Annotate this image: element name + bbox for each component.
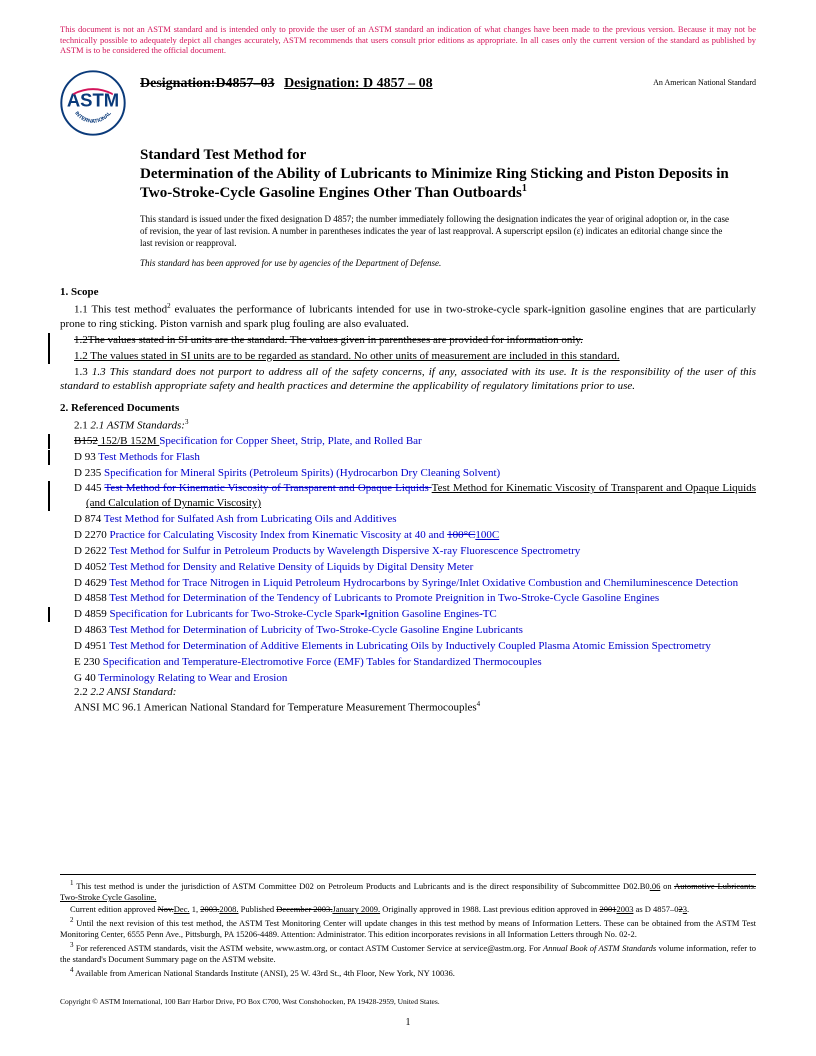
ref-item: G 40 Terminology Relating to Wear and Er… bbox=[60, 671, 756, 686]
copyright-line: Copyright © ASTM International, 100 Barr… bbox=[60, 997, 440, 1006]
fn1c: Current edition approved bbox=[70, 904, 158, 914]
title-footnote-ref: 1 bbox=[522, 183, 527, 194]
fn1c-old1: Nov. bbox=[158, 904, 174, 914]
ref-item: E 230 Specification and Temperature-Elec… bbox=[60, 655, 756, 670]
footnote-3: 3 For referenced ASTM standards, visit t… bbox=[60, 941, 756, 965]
title: Standard Test Method for Determination o… bbox=[140, 146, 756, 203]
ref-item: D 4863 Test Method for Determination of … bbox=[60, 623, 756, 638]
astm-logo: ASTM INTERNATIONAL bbox=[60, 70, 126, 136]
fn1-old: Automotive Lubricants. bbox=[674, 881, 756, 891]
fn3a: For referenced ASTM standards, visit the… bbox=[74, 943, 544, 953]
ref-item: D 93 Test Methods for Flash bbox=[60, 450, 756, 465]
para-1-2-new-text: 1.2 The values stated in SI units are to… bbox=[74, 350, 620, 362]
fn1c-pub: Published bbox=[238, 904, 276, 914]
para-1-1-a: 1.1 This test method bbox=[74, 303, 167, 315]
ref-item: D 4951 Test Method for Determination of … bbox=[60, 639, 756, 654]
sub-2-1: 2.1 2.1 ASTM Standards:3 bbox=[60, 418, 756, 432]
designation-old: Designation:D4857–03 bbox=[140, 76, 275, 91]
title-line2: Determination of the Ability of Lubrican… bbox=[140, 166, 729, 202]
footnote-ref-3: 3 bbox=[185, 418, 189, 426]
designation-block: Designation:D4857–03 Designation: D 4857… bbox=[140, 70, 653, 92]
ref-item: D 4629 Test Method for Trace Nitrogen in… bbox=[60, 576, 756, 591]
fn1c-mid: 1, bbox=[190, 904, 201, 914]
ref-item: B152 152/B 152M Specification for Copper… bbox=[60, 434, 756, 449]
para-1-2-new: 1.2 The values stated in SI units are to… bbox=[60, 349, 756, 364]
fn1c-new3: January 2009. bbox=[332, 904, 380, 914]
fn1-new2: Two-Stroke Cycle Gasoline. bbox=[60, 892, 156, 902]
ref-ansi: ANSI MC 96.1 American National Standard … bbox=[60, 700, 756, 716]
footnote-2: 2 Until the next revision of this test m… bbox=[60, 916, 756, 940]
title-line1: Standard Test Method for bbox=[140, 147, 306, 163]
para-1-2-old-text: 1.2The values stated in SI units are the… bbox=[74, 334, 583, 346]
change-bar-1-2: 1.2The values stated in SI units are the… bbox=[48, 333, 756, 364]
sub-2-2: 2.2 2.2 ANSI Standard: bbox=[60, 686, 756, 698]
ref-item: D 4052 Test Method for Density and Relat… bbox=[60, 560, 756, 575]
fn1c-new1: Dec. bbox=[174, 904, 190, 914]
para-1-2-old: 1.2The values stated in SI units are the… bbox=[60, 333, 756, 348]
para-1-3: 1.3 1.3 This standard does not purport t… bbox=[60, 365, 756, 395]
para-1-3-text: 1.3 This standard does not purport to ad… bbox=[60, 366, 756, 393]
fn1c-orig: Originally approved in 1988. Last previo… bbox=[380, 904, 599, 914]
fn1c-old4: 2001 bbox=[599, 904, 616, 914]
ref-item: D 445 Test Method for Kinematic Viscosit… bbox=[60, 481, 756, 511]
dod-approval-note: This standard has been approved for use … bbox=[140, 258, 756, 268]
designation-new: Designation: D 4857 – 08 bbox=[284, 76, 433, 91]
footnote-4: 4 Available from American National Stand… bbox=[60, 966, 756, 979]
references-list: B152 152/B 152M Specification for Copper… bbox=[60, 434, 756, 686]
fn1c-new4: 2003 bbox=[616, 904, 633, 914]
fn1c-old3: December 2003. bbox=[276, 904, 332, 914]
ref-item: D 235 Specification for Mineral Spirits … bbox=[60, 466, 756, 481]
section-2-head: 2. Referenced Documents bbox=[60, 402, 756, 414]
fn2-text: Until the next revision of this test met… bbox=[60, 918, 756, 939]
para-1-1: 1.1 This test method2 evaluates the perf… bbox=[60, 302, 756, 332]
header-right-label: An American National Standard bbox=[653, 78, 756, 87]
svg-text:INTERNATIONAL: INTERNATIONAL bbox=[73, 110, 113, 125]
fn4-text: Available from American National Standar… bbox=[74, 968, 455, 978]
header-row: ASTM INTERNATIONAL Designation:D4857–03 … bbox=[60, 70, 756, 136]
fn1-new: .06 bbox=[650, 881, 661, 891]
fn1c-old2: 2003. bbox=[200, 904, 219, 914]
fn1a: This test method is under the jurisdicti… bbox=[74, 881, 650, 891]
ref-item: D 2270 Practice for Calculating Viscosit… bbox=[60, 528, 756, 543]
footnote-1: 1 This test method is under the jurisdic… bbox=[60, 879, 756, 903]
sub-2-1-label: 2.1 ASTM Standards: bbox=[91, 420, 185, 432]
fn1c-as: as D 4857–0 bbox=[633, 904, 678, 914]
footnote-ref-4: 4 bbox=[477, 700, 481, 708]
ref-item: D 4858 Test Method for Determination of … bbox=[60, 591, 756, 606]
footnote-1b: Current edition approved Nov.Dec. 1, 200… bbox=[60, 904, 756, 915]
ref-item: D 2622 Test Method for Sulfur in Petrole… bbox=[60, 544, 756, 559]
issuance-note: This standard is issued under the fixed … bbox=[140, 213, 756, 249]
fn3-italic: Annual Book of ASTM Standards bbox=[543, 943, 656, 953]
title-block: Standard Test Method for Determination o… bbox=[140, 146, 756, 203]
ref-item: D 4859 Specification for Lubricants for … bbox=[60, 607, 756, 622]
designation-line: Designation:D4857–03 Designation: D 4857… bbox=[140, 76, 653, 92]
fn1c-new2: 2008. bbox=[219, 904, 238, 914]
section-1-head: 1. Scope bbox=[60, 286, 756, 298]
fn1c-new5: 3 bbox=[683, 904, 687, 914]
fn1b: on bbox=[660, 881, 674, 891]
ref-ansi-text: ANSI MC 96.1 American National Standard … bbox=[74, 702, 477, 714]
sub-2-2-label: 2.2 ANSI Standard: bbox=[91, 686, 177, 698]
page-number: 1 bbox=[0, 1017, 816, 1028]
revision-disclaimer: This document is not an ASTM standard an… bbox=[60, 24, 756, 56]
footnotes: 1 This test method is under the jurisdic… bbox=[60, 874, 756, 980]
ref-item: D 874 Test Method for Sulfated Ash from … bbox=[60, 512, 756, 527]
